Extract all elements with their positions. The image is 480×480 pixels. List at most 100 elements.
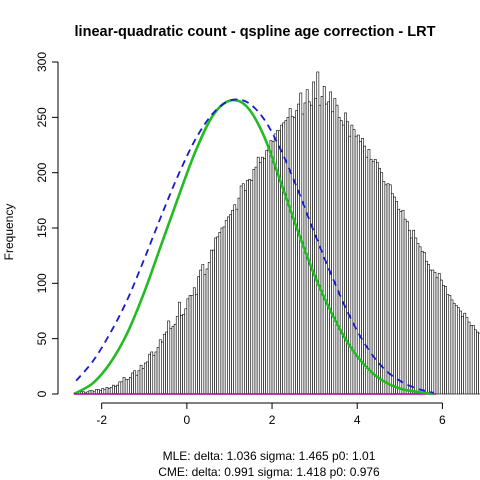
histogram-bar <box>331 111 335 395</box>
histogram-bar <box>363 145 367 395</box>
histogram-bar <box>382 181 386 395</box>
histogram-bar <box>163 333 166 395</box>
histogram-bar <box>165 331 168 395</box>
histogram-bar <box>252 169 256 395</box>
histogram-bar <box>316 71 320 395</box>
histogram-bar <box>273 133 277 395</box>
histogram-bar <box>203 274 207 395</box>
histogram-bar <box>235 208 239 395</box>
histogram-bar <box>120 381 124 395</box>
histogram-bar <box>397 208 401 395</box>
histogram-bar <box>333 98 337 395</box>
histogram-bar <box>433 271 437 395</box>
histogram-bar <box>220 227 224 395</box>
histogram-bar <box>216 236 220 395</box>
histogram-bar <box>178 301 181 395</box>
histogram-bar <box>465 317 469 395</box>
histogram-bar <box>412 229 416 395</box>
histogram-bar <box>180 315 183 395</box>
histogram-bar <box>256 156 260 395</box>
x-tick-label: -2 <box>96 413 107 427</box>
axes: -2 0 2 4 6 0 50 100 150 200 250 300 <box>35 52 446 427</box>
histogram-bar <box>152 354 156 395</box>
histogram-bar <box>386 183 390 395</box>
histogram-bar <box>263 157 266 395</box>
histogram-bar <box>207 262 211 395</box>
histogram-bar <box>139 364 143 395</box>
histogram-bar <box>476 331 479 395</box>
histogram-bar <box>231 209 235 395</box>
histogram-bar <box>403 218 407 395</box>
histogram-bar <box>429 269 433 395</box>
histogram-bar <box>301 113 305 395</box>
histogram-bar <box>327 101 330 395</box>
histogram-bar <box>124 379 128 395</box>
y-tick-label: 250 <box>35 107 49 127</box>
histogram-bar <box>339 120 343 395</box>
histogram-bar <box>265 150 269 395</box>
histogram-bar <box>278 130 281 395</box>
histogram-bar <box>201 264 205 395</box>
histogram-bar <box>229 214 232 395</box>
histogram-bar <box>459 310 462 395</box>
histogram-bar <box>295 110 298 395</box>
histogram-bar <box>320 96 324 395</box>
histogram-bar <box>267 146 271 395</box>
histogram-bar <box>365 156 369 395</box>
histogram-bar <box>410 237 413 395</box>
histogram-bar <box>116 384 120 395</box>
histogram-bar <box>105 387 109 395</box>
histogram-bar <box>444 286 447 395</box>
histogram-bar <box>454 305 458 395</box>
histogram-bar <box>258 162 262 395</box>
histogram-bar <box>190 295 194 395</box>
histogram-bar <box>148 353 151 395</box>
histogram-bar <box>359 141 362 395</box>
histogram-bar <box>414 237 418 395</box>
histogram-bar <box>344 112 347 395</box>
histogram-bar <box>408 229 411 395</box>
histogram-bar <box>280 124 283 395</box>
histogram-bar <box>222 226 226 395</box>
histogram-bar <box>239 185 243 395</box>
histogram-bar <box>427 264 430 395</box>
histogram-bar <box>348 135 352 395</box>
histogram-bar <box>286 117 290 395</box>
histogram-bar <box>135 374 139 395</box>
histogram-bar <box>405 221 409 395</box>
histogram-bar <box>109 387 113 395</box>
histogram-bar <box>461 316 464 395</box>
histogram-bar <box>126 379 130 395</box>
histogram-bar <box>310 104 313 395</box>
dashed-density-curve <box>75 98 435 394</box>
histogram-bar <box>233 204 237 395</box>
histogram-bar <box>146 361 149 395</box>
histogram-bar <box>346 121 349 395</box>
histogram-bar <box>209 249 213 395</box>
histogram-bar <box>158 339 162 395</box>
y-tick-label: 0 <box>35 390 49 397</box>
histogram-bar <box>197 276 200 395</box>
histogram-bar <box>195 294 198 395</box>
cme-annotation: CME: delta: 0.991 sigma: 1.418 p0: 0.976 <box>158 465 380 479</box>
y-tick-label: 50 <box>35 332 49 346</box>
histogram-bar <box>156 347 160 395</box>
histogram-bar <box>380 172 384 395</box>
histogram-bar <box>112 384 115 395</box>
histogram-bar <box>322 86 326 395</box>
histogram-bar <box>388 184 392 395</box>
histogram-bar <box>184 308 188 395</box>
histogram-bar <box>425 260 428 395</box>
histogram-bar <box>305 89 309 395</box>
histogram-bar <box>118 381 122 395</box>
histogram-bar <box>324 103 328 395</box>
histogram-bar <box>361 138 364 395</box>
histogram-bar <box>171 326 175 395</box>
histogram-bar <box>456 307 460 395</box>
histogram-bar <box>446 294 450 395</box>
histogram-bar <box>463 312 467 395</box>
histogram-bar <box>237 197 241 395</box>
histogram-bar <box>307 101 311 395</box>
x-tick-label: 6 <box>439 413 446 427</box>
histogram-bar <box>442 285 445 395</box>
